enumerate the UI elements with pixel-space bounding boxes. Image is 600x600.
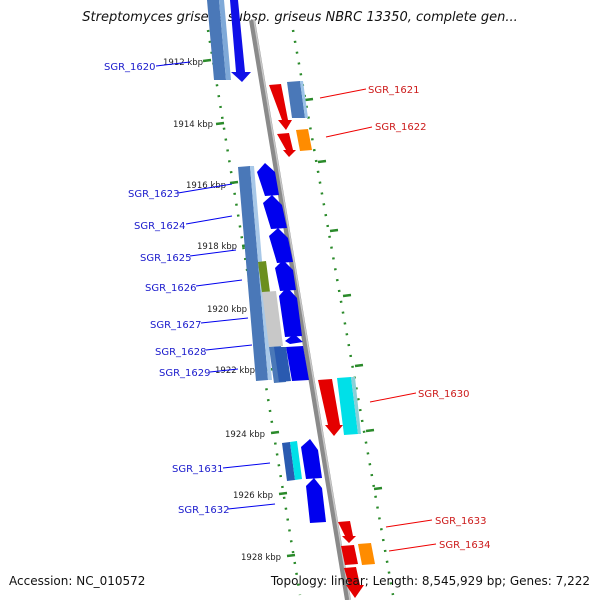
gene-label[interactable]: SGR_1624: [134, 221, 186, 232]
scale-label: 1922 kbp: [215, 366, 255, 376]
scale-label: 1924 kbp: [225, 430, 265, 440]
scale-label: 1926 kbp: [233, 491, 273, 501]
gene-feature-sgr-1630[interactable]: [318, 377, 361, 436]
gene-label[interactable]: SGR_1633: [435, 516, 487, 527]
gene-feature-sgr-1634[interactable]: [341, 543, 375, 598]
scale-ticks: [202, 58, 383, 558]
scale-label: 1914 kbp: [173, 120, 213, 130]
gene-label[interactable]: SGR_1631: [172, 464, 224, 475]
gene-label[interactable]: SGR_1629: [159, 368, 211, 379]
scale-label: 1918 kbp: [197, 242, 237, 252]
gene-label[interactable]: SGR_1626: [145, 283, 197, 294]
right-leader-lines: [319, 88, 437, 552]
genome-title: Streptomyces griseus subsp. griseus NBRC…: [82, 10, 518, 25]
right-scale-rail: [291, 29, 395, 596]
accession-label: Accession: NC_010572: [9, 574, 146, 588]
gene-label[interactable]: SGR_1630: [418, 389, 470, 400]
scale-label: 1928 kbp: [241, 553, 281, 563]
scale-label: 1920 kbp: [207, 305, 247, 315]
chromosome-axis-highlight: [253, 19, 351, 600]
gene-feature-sgr-1632[interactable]: [306, 478, 326, 523]
gene-label[interactable]: SGR_1632: [178, 505, 230, 516]
gene-feature-sgr-1633[interactable]: [338, 521, 356, 543]
gene-label[interactable]: SGR_1621: [368, 85, 420, 96]
topology-label: Topology: linear; Length: 8,545,929 bp; …: [270, 574, 590, 588]
gene-cluster-1623-1629[interactable]: [238, 163, 309, 383]
gene-block-top[interactable]: [207, 0, 251, 82]
gene-label[interactable]: SGR_1625: [140, 253, 192, 264]
gene-label[interactable]: SGR_1620: [104, 62, 156, 73]
gene-label[interactable]: SGR_1634: [439, 540, 491, 551]
gene-feature-sgr-1621[interactable]: [269, 81, 308, 130]
gene-feature-sgr-1622[interactable]: [277, 129, 312, 157]
gene-feature-sgr-1631[interactable]: [282, 439, 322, 481]
gene-label[interactable]: SGR_1622: [375, 122, 427, 133]
left-leader-lines: [155, 61, 276, 510]
gene-label[interactable]: SGR_1623: [128, 189, 180, 200]
gene-label[interactable]: SGR_1628: [155, 347, 207, 358]
scale-label: 1916 kbp: [186, 181, 226, 191]
chromosome-axis: [249, 19, 351, 600]
gene-label[interactable]: SGR_1627: [150, 320, 202, 331]
